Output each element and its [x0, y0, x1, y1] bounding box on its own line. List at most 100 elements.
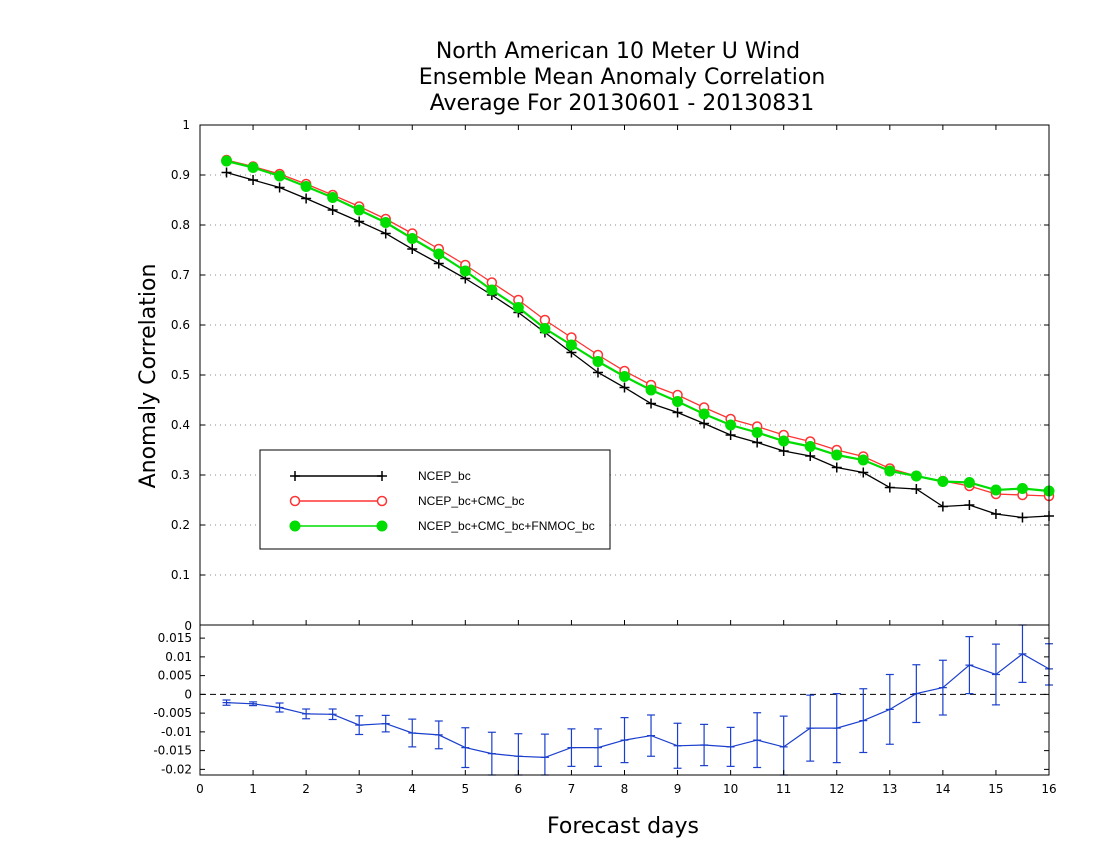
x-tick-label: 15 [988, 782, 1003, 796]
x-axis-ticks: 0 1 2 3 4 5 6 7 8 9 10 11 12 13 14 15 16 [196, 125, 1057, 796]
plus-marker [964, 500, 975, 510]
filled-circle-marker [725, 419, 737, 431]
y-tick-label: 0.5 [171, 368, 190, 382]
plus-marker [221, 167, 232, 178]
difference-series [222, 624, 1053, 776]
series-line [226, 159, 1050, 493]
filled-circle-marker [672, 396, 684, 407]
filled-circle-marker [327, 192, 339, 203]
y-tick-label: 0.9 [171, 168, 190, 182]
plus-marker [725, 430, 736, 440]
difference-line [226, 653, 1050, 759]
filled-circle-marker [380, 217, 392, 228]
x-tick-label: 11 [776, 782, 791, 796]
plus-marker [884, 482, 895, 493]
y-tick-label: 0.1 [171, 568, 190, 582]
x-tick-label: 16 [1041, 782, 1056, 796]
filled-circle-marker [884, 465, 896, 477]
series-ncep-bc [221, 167, 1054, 523]
plus-marker [380, 228, 391, 239]
filled-circle-marker [512, 302, 524, 313]
series-ncep-bc-cmc-bc [221, 154, 1055, 502]
filled-circle-marker [247, 162, 259, 173]
filled-circle-marker [963, 477, 975, 488]
x-tick-label: 1 [249, 782, 257, 796]
plus-marker [433, 258, 444, 269]
correlation-panel: 0.1 0.2 0.3 0.4 0.5 0.6 0.7 0.8 0.9 1 [171, 118, 1055, 626]
x-tick-label: 6 [515, 782, 523, 796]
y-tick-label: -0.02 [161, 762, 192, 776]
x-tick-label: 4 [408, 782, 416, 796]
filled-circle-marker [274, 170, 286, 182]
filled-circle-marker [619, 371, 630, 382]
plus-marker [327, 205, 338, 215]
x-tick-label: 7 [568, 782, 576, 796]
y-tick-label: 0.01 [165, 650, 192, 664]
plus-marker [699, 418, 710, 429]
y-tick-label: 0.8 [171, 218, 190, 232]
y-tick-label: 0.2 [171, 518, 190, 532]
chart-title: North American 10 Meter U Wind Ensemble … [419, 39, 826, 116]
plus-marker [377, 471, 387, 481]
filled-circle-marker [1016, 483, 1028, 494]
x-tick-label: 2 [302, 782, 310, 796]
y-tick-label: 1 [182, 118, 190, 132]
plus-marker [1017, 512, 1028, 523]
filled-circle-marker [804, 441, 816, 452]
series-ncep-bc-cmc-bc-fnmoc-bc [221, 155, 1055, 497]
plus-marker [752, 437, 763, 448]
x-tick-label: 3 [355, 782, 363, 796]
filled-circle-marker [406, 233, 418, 244]
filled-circle-marker [376, 520, 388, 532]
x-tick-label: 0 [196, 782, 204, 796]
filled-circle-marker [353, 204, 365, 216]
filled-circle-marker [289, 520, 301, 532]
filled-circle-marker [857, 454, 869, 466]
filled-circle-marker [592, 356, 604, 367]
x-tick-label: 13 [882, 782, 897, 796]
title-line-1: North American 10 Meter U Wind [436, 39, 800, 64]
plus-marker [248, 175, 259, 185]
filled-circle-marker [539, 323, 551, 334]
filled-circle-marker [751, 427, 763, 438]
y-tick-label: 0.4 [171, 418, 190, 432]
legend-label: NCEP_bc+CMC_bc [418, 494, 524, 508]
error-bar [514, 733, 523, 776]
plus-marker [354, 216, 365, 227]
filled-circle-marker [831, 449, 843, 461]
y-axis-label: Anomaly Correlation [136, 264, 161, 489]
plus-marker [937, 501, 948, 512]
plus-marker [858, 467, 869, 478]
difference-y-ticks: -0.02 -0.015 -0.01 -0.005 0 0.005 0.01 0.015 [153, 624, 1049, 776]
series-difference [222, 624, 1053, 776]
filled-circle-marker [910, 470, 922, 482]
title-line-2: Ensemble Mean Anomaly Correlation [419, 65, 826, 90]
filled-circle-marker [937, 476, 949, 487]
legend: NCEP_bc NCEP_bc+CMC_bc NCEP_bc+CMC_bc+FNMO… [259, 449, 611, 550]
y-tick-label: 0.005 [158, 669, 192, 683]
plus-marker [274, 182, 285, 193]
legend-entry: NCEP_bc+CMC_bc [289, 494, 524, 508]
y-tick-label: 0.015 [158, 631, 192, 645]
y-tick-label: -0.015 [153, 744, 192, 758]
plus-marker [646, 398, 657, 409]
filled-circle-marker [990, 484, 1002, 496]
y-tick-label: -0.01 [161, 725, 192, 739]
filled-circle-marker [778, 435, 790, 447]
y-tick-label: 0.6 [171, 318, 190, 332]
legend-entry: NCEP_bc [290, 469, 471, 483]
panel-top-label: 0 [184, 619, 192, 633]
y-tick-label: 0 [184, 687, 192, 701]
y-tick-label: 0.7 [171, 268, 190, 282]
open-circle-marker [289, 495, 301, 507]
filled-circle-marker [221, 155, 233, 167]
filled-circle-marker [300, 181, 312, 192]
plus-marker [290, 471, 300, 481]
filled-circle-marker [486, 284, 498, 296]
legend-label: NCEP_bc [418, 469, 471, 483]
x-axis-label: Forecast days [547, 814, 699, 839]
correlation-series [221, 154, 1055, 523]
difference-panel: -0.02 -0.015 -0.01 -0.005 0 0.005 0.01 0.015 0 [153, 619, 1053, 776]
plus-marker [831, 462, 842, 473]
